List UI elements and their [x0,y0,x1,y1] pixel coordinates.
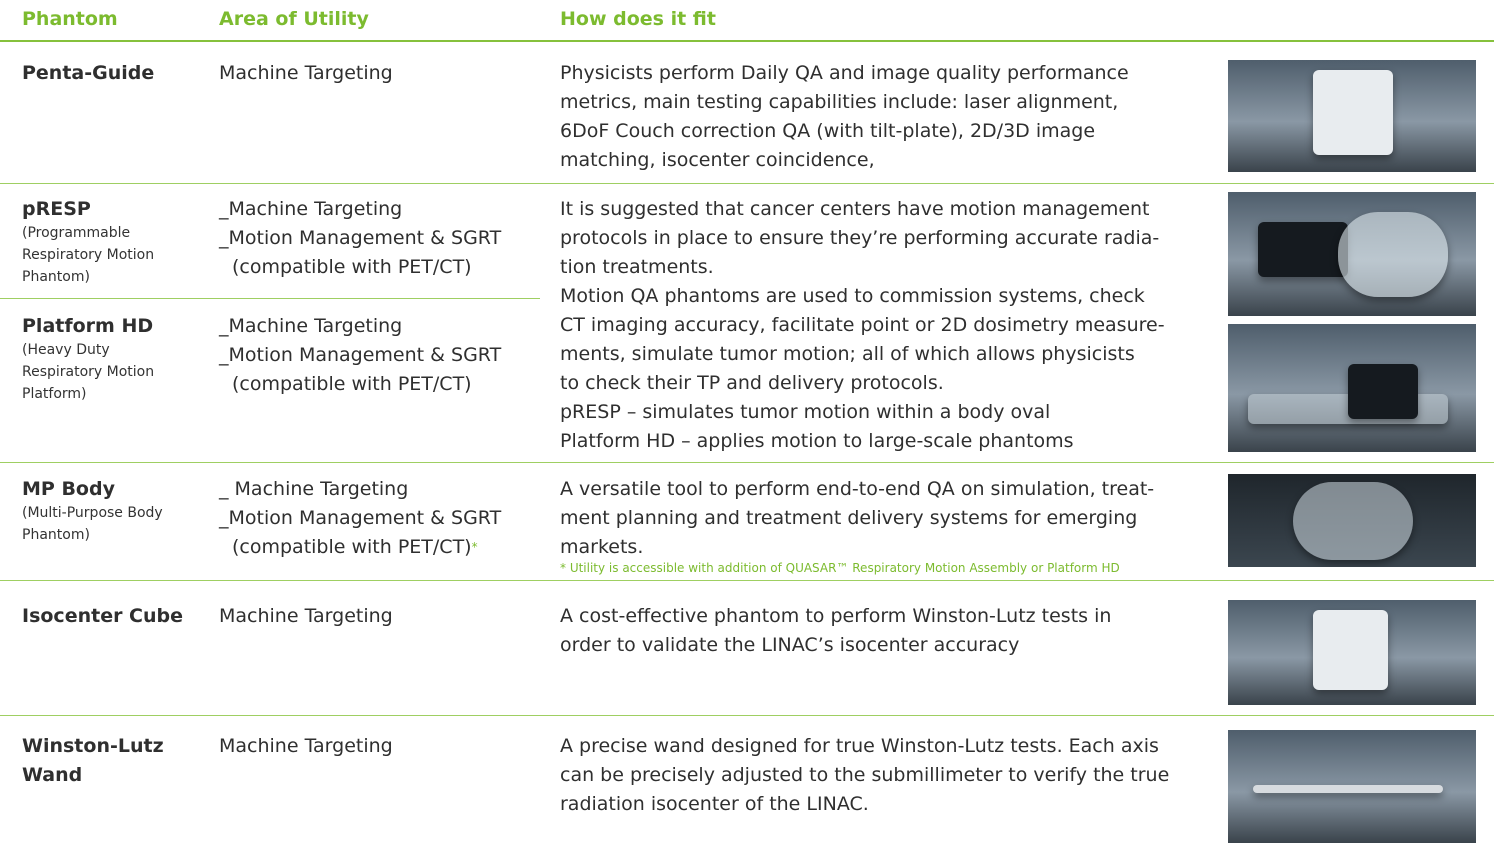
description-line: A versatile tool to perform end-to-end Q… [560,478,1155,500]
description-line: A precise wand designed for true Winston… [560,735,1159,757]
row-rule [0,298,540,299]
description-line: tion treatments. [560,256,714,278]
row-rule [0,462,1494,463]
description-line: Motion QA phantoms are used to commissio… [560,285,1145,307]
phantom-name: Platform HD [22,315,154,337]
phantom-name: Penta-Guide [22,62,155,84]
utility-item: _Motion Management & SGRT [219,344,502,366]
product-photo [1228,192,1476,316]
row-rule [0,715,1494,716]
description-line: pRESP – simulates tumor motion within a … [560,401,1051,423]
utility-item: (compatible with PET/CT)* [232,536,478,558]
column-header: Phantom [22,8,118,30]
product-photo [1228,324,1476,452]
utility-item: _Machine Targeting [219,198,403,220]
utility-item: (compatible with PET/CT) [232,373,472,395]
description-line: A cost-effective phantom to perform Wins… [560,605,1112,627]
description-line: Physicists perform Daily QA and image qu… [560,62,1129,84]
column-header: Area of Utility [219,8,369,30]
description-line: markets. [560,536,644,558]
utility-item: Machine Targeting [219,605,393,627]
utility-item: _Machine Targeting [219,315,403,337]
description-line: Platform HD – applies motion to large-sc… [560,430,1074,452]
row-rule [0,183,1494,184]
product-photo [1228,60,1476,172]
description-line: metrics, main testing capabilities inclu… [560,91,1119,113]
column-header: How does it fit [560,8,716,30]
utility-item: Machine Targeting [219,735,393,757]
description-line: order to validate the LINAC’s isocenter … [560,634,1020,656]
description-line: can be precisely adjusted to the submill… [560,764,1170,786]
phantom-name: Winston-Lutz Wand [22,735,164,786]
product-photo [1228,730,1476,843]
description-line: It is suggested that cancer centers have… [560,198,1150,220]
phantom-subtitle: (Heavy Duty Respiratory Motion Platform) [22,342,155,402]
phantom-name: pRESP [22,198,91,220]
utility-item: _Motion Management & SGRT [219,227,502,249]
description-line: matching, isocenter coincidence, [560,149,875,171]
utility-item: Machine Targeting [219,62,393,84]
header-rule [0,40,1494,42]
product-photo [1228,600,1476,705]
description-line: radiation isocenter of the LINAC. [560,793,869,815]
description-line: ment planning and treatment delivery sys… [560,507,1138,529]
utility-item: _ Machine Targeting [219,478,409,500]
description-line: to check their TP and delivery protocols… [560,372,944,394]
phantom-name: MP Body [22,478,115,500]
row-rule [0,580,1494,581]
description-line: protocols in place to ensure they’re per… [560,227,1160,249]
phantom-subtitle: (Multi-Purpose Body Phantom) [22,505,163,543]
product-photo [1228,474,1476,567]
phantom-subtitle: (Programmable Respiratory Motion Phantom… [22,225,155,285]
description-line: ments, simulate tumor motion; all of whi… [560,343,1135,365]
phantom-name: Isocenter Cube [22,605,184,627]
footnote: * Utility is accessible with addition of… [560,561,1120,575]
utility-item: _Motion Management & SGRT [219,507,502,529]
utility-item: (compatible with PET/CT) [232,256,472,278]
footnote-mark: * [471,540,478,554]
description-line: 6DoF Couch correction QA (with tilt-plat… [560,120,1096,142]
description-line: CT imaging accuracy, facilitate point or… [560,314,1165,336]
